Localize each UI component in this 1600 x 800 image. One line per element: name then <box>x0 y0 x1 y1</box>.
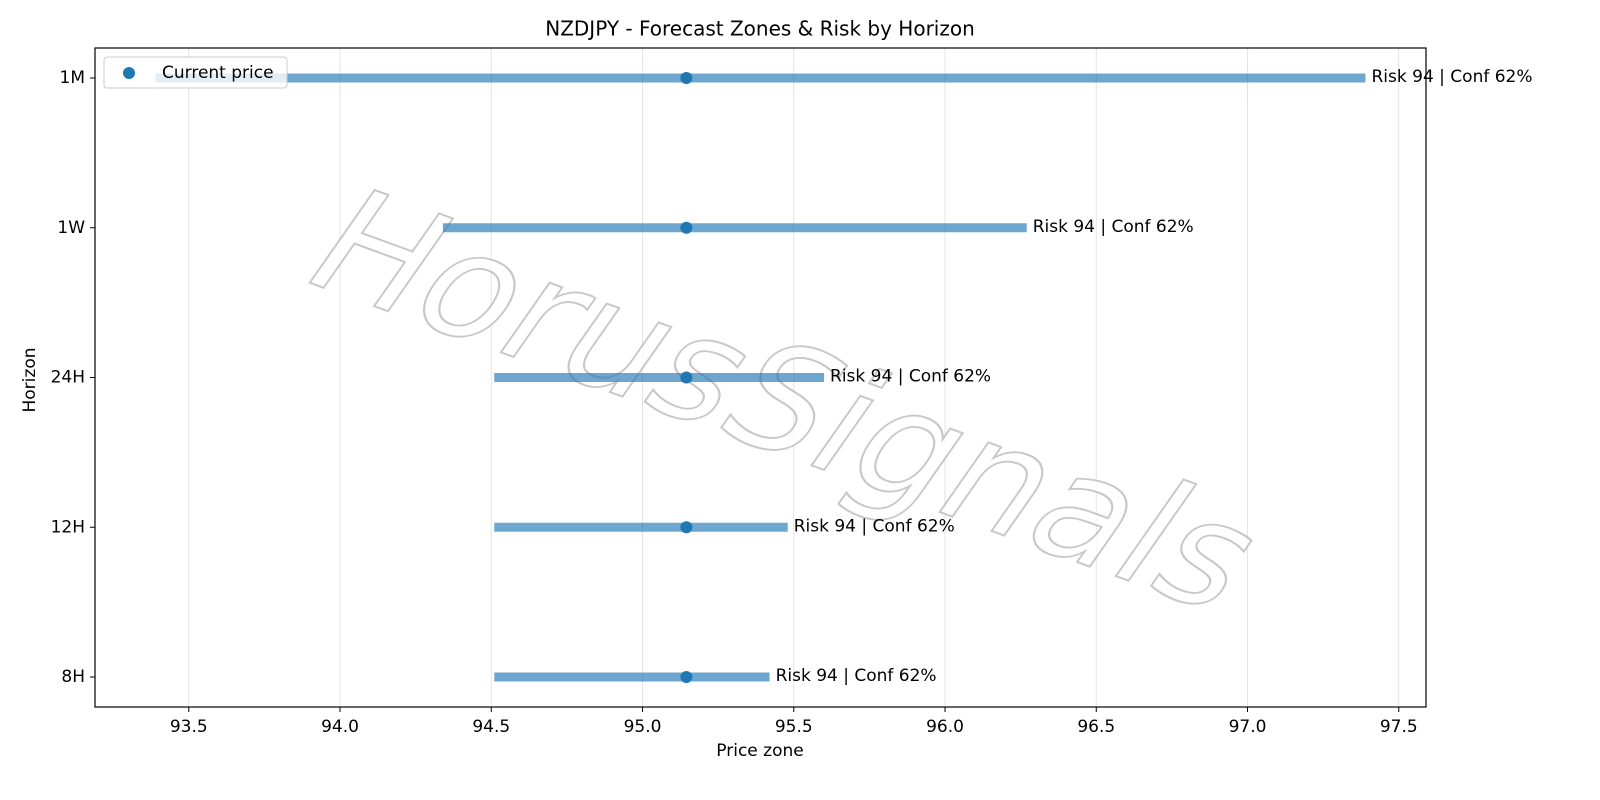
legend-label: Current price <box>162 63 274 83</box>
x-tick-label: 93.5 <box>170 717 208 737</box>
annotation: Risk 94 | Conf 62% <box>794 516 955 536</box>
legend: Current price <box>103 56 288 89</box>
y-tick-label: 8H <box>61 667 85 687</box>
x-axis-label: Price zone <box>716 741 803 761</box>
annotation: Risk 94 | Conf 62% <box>1033 217 1194 237</box>
annotation: Risk 94 | Conf 62% <box>776 666 937 686</box>
chart-title: NZDJPY - Forecast Zones & Risk by Horizo… <box>545 17 975 41</box>
x-tick-label: 97.0 <box>1229 717 1267 737</box>
x-tick-label: 94.5 <box>472 717 510 737</box>
current-price-dot <box>680 371 693 384</box>
x-tick-label: 94.0 <box>321 717 359 737</box>
current-price-dot <box>680 521 693 534</box>
y-tick-label: 1M <box>60 68 85 88</box>
x-tick-label: 96.5 <box>1077 717 1115 737</box>
current-price-dot <box>680 72 693 84</box>
x-tick-label: 97.5 <box>1380 717 1418 737</box>
legend-box <box>103 56 288 89</box>
y-tick-label: 24H <box>51 368 85 388</box>
legend-marker <box>123 67 135 79</box>
y-axis-label: Horizon <box>20 348 40 413</box>
current-price-dot <box>680 671 693 683</box>
y-tick-label: 1W <box>57 218 85 238</box>
plot-frame <box>94 47 1427 708</box>
x-tick-label: 95.5 <box>775 717 813 737</box>
annotation: Risk 94 | Conf 62% <box>830 367 991 387</box>
x-tick-label: 95.0 <box>624 717 662 737</box>
y-tick-label: 12H <box>51 517 85 537</box>
x-tick-label: 96.0 <box>926 717 964 737</box>
annotation: Risk 94 | Conf 62% <box>1372 67 1533 87</box>
current-price-dot <box>680 221 693 234</box>
